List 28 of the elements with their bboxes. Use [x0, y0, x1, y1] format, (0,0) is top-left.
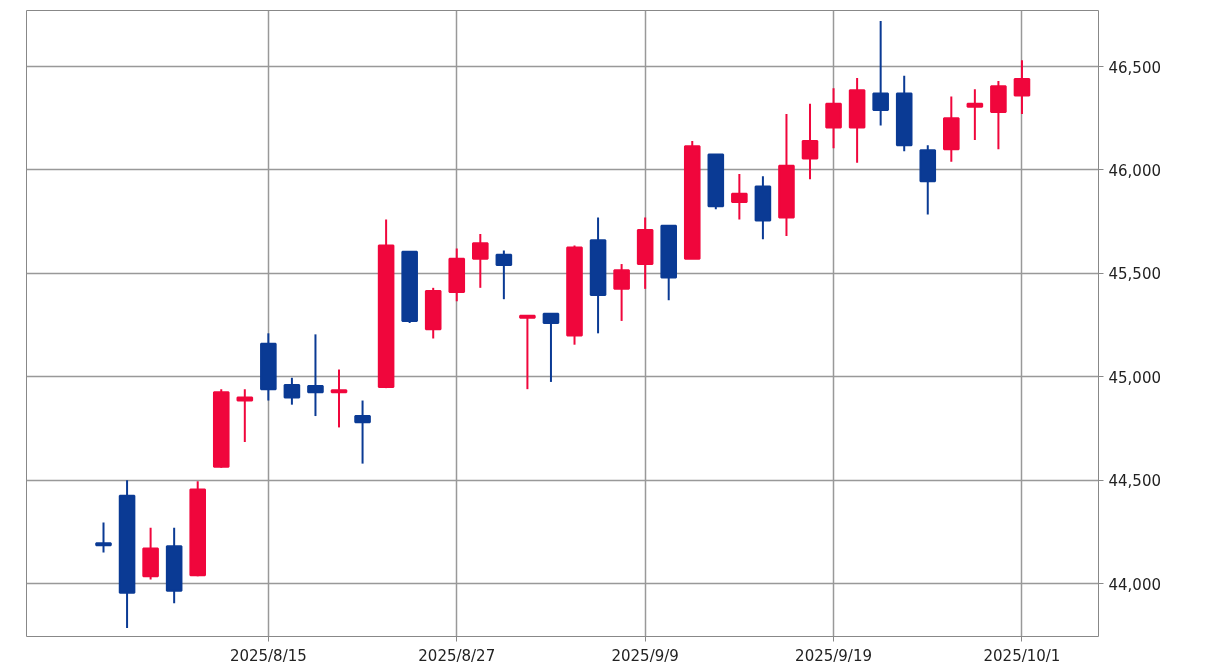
x-tick-label: 2025/8/27 — [418, 646, 496, 665]
y-tick-label: 46,000 — [1108, 161, 1161, 180]
candlestick — [542, 312, 560, 383]
x-tick-label: 2025/9/9 — [611, 646, 679, 665]
candlestick — [613, 263, 630, 322]
x-tick-label: 2025/8/15 — [229, 646, 307, 665]
y-tick-label: 44,000 — [1108, 575, 1161, 594]
x-tick-label: 2025/9/19 — [795, 646, 873, 665]
candlestick — [519, 314, 536, 391]
candlestick — [801, 102, 819, 181]
y-tick-label: 45,500 — [1108, 265, 1161, 284]
candlestick — [495, 249, 513, 301]
y-tick-label: 46,500 — [1108, 58, 1161, 77]
candlestick — [307, 333, 324, 418]
y-tick-label: 44,500 — [1108, 472, 1161, 491]
candlestick — [825, 87, 842, 150]
candlestick — [354, 399, 371, 465]
candlestick — [966, 88, 984, 141]
candlestick — [330, 368, 348, 429]
candlestick — [472, 233, 489, 289]
candlestick — [872, 20, 889, 127]
candlestick — [283, 376, 301, 406]
candlestick — [95, 521, 112, 554]
candlestick — [731, 173, 748, 221]
candlestick — [236, 388, 254, 443]
x-tick-label: 2025/10/1 — [983, 646, 1061, 665]
y-tick-label: 45,000 — [1108, 368, 1161, 387]
candlestick — [1013, 59, 1031, 116]
